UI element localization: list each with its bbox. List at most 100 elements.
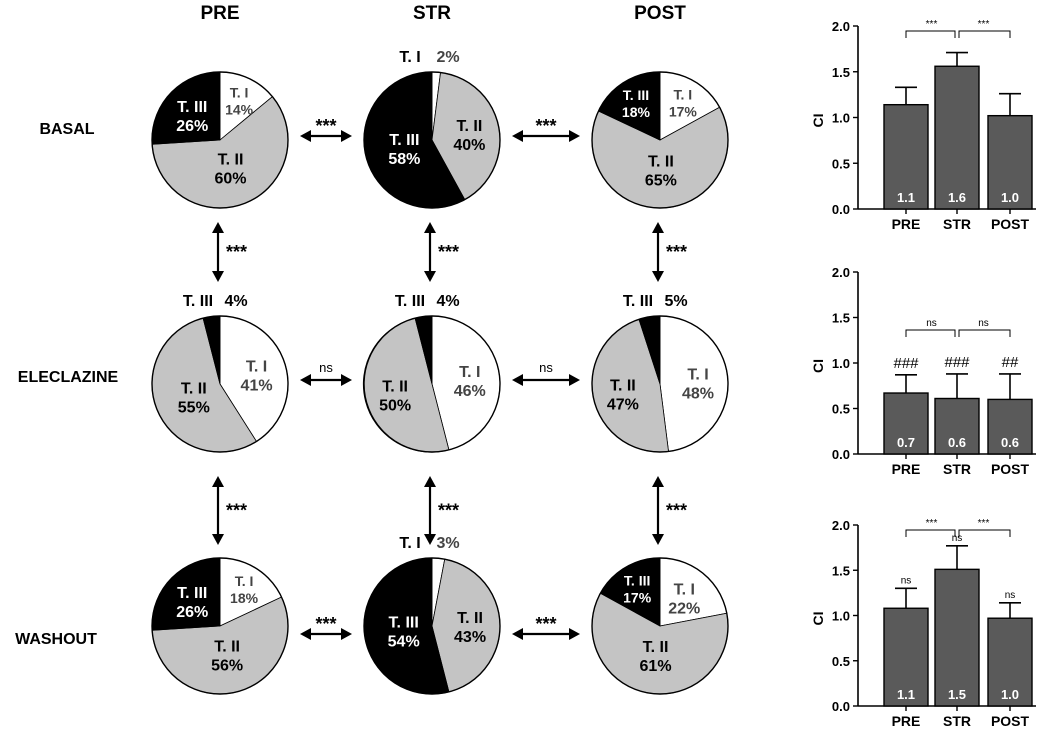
bar-str: [934, 568, 980, 707]
v-arrow-post-basal-eleclazine: ***: [652, 222, 687, 282]
v-arrow-pre-eleclazine-washout: ***: [212, 476, 247, 545]
bar-chart-basal: 0.0 0.5 1.0 1.5 2.0 CI 1.1 PRE 1.6 STR 1.0 POST *** *…: [810, 19, 1036, 232]
y-axis-label: CI: [810, 359, 826, 373]
h-arrow-basal-str-post: ***: [512, 116, 580, 142]
pie-basal-pre: T. I14% T. II 60% T. III 26%: [151, 71, 289, 209]
arrow-head-right: [569, 374, 580, 386]
pie-eleclazine-post: T. I 48% T. II 47% T. III 5%: [591, 293, 729, 453]
comparison-bracket-label: ns: [926, 318, 937, 329]
arrow-head-right: [341, 374, 352, 386]
h-arrow-eleclazine-pre-str: ns: [300, 360, 352, 386]
arrow-head-left: [512, 628, 523, 640]
arrow-head-right: [341, 130, 352, 142]
pie-label-type-iii-value: 58%: [388, 151, 420, 168]
above-bar-label: ns: [952, 533, 963, 544]
y-tick-label: 2.0: [832, 19, 850, 34]
bar-pre: [883, 607, 929, 707]
comparison-bracket: [905, 529, 956, 537]
x-tick-label: STR: [943, 461, 971, 477]
pie-label-type-iii-value: 18%: [622, 104, 651, 120]
v-arrow-str-basal-eleclazine: ***: [424, 222, 459, 282]
pie-label-type-ii-name: T. II: [457, 118, 483, 135]
pie-label-type-iii-name: T. III: [389, 615, 419, 632]
significance-label: ***: [535, 614, 556, 634]
bar-value-label: 1.1: [897, 687, 915, 702]
y-axis-label: CI: [810, 612, 826, 626]
arrow-head-left: [300, 374, 311, 386]
x-tick-label: STR: [943, 713, 971, 729]
comparison-bracket: [958, 329, 1011, 337]
bar-pre: [883, 392, 929, 455]
v-arrow-pre-basal-eleclazine: ***: [212, 222, 247, 282]
pie-label-type-ii-name: T. II: [214, 639, 240, 656]
x-tick-label: POST: [991, 713, 1030, 729]
bar-post: [987, 114, 1033, 210]
x-tick-label: PRE: [892, 713, 921, 729]
pie-label-type-i-name: T. I: [674, 582, 695, 599]
pie-label-type-ii-name: T. II: [382, 378, 408, 395]
y-tick-label: 0.5: [832, 402, 850, 417]
y-axis-label: CI: [810, 114, 826, 128]
pie-outline: [151, 557, 289, 695]
pie-label-type-ii-name: T. II: [648, 154, 674, 171]
pie-label-type-i-value: 3%: [436, 535, 459, 552]
pie-outline: [363, 71, 501, 209]
pie-label-type-iii-value: 26%: [176, 118, 208, 135]
comparison-bracket-label: ***: [978, 518, 990, 529]
column-header-post: POST: [634, 3, 686, 24]
x-tick-label: PRE: [892, 461, 921, 477]
pie-label-type-i-value: 17%: [669, 103, 698, 119]
arrow-head-left: [300, 628, 311, 640]
arrow-head-up: [212, 222, 224, 233]
arrow-head-up: [652, 476, 664, 487]
row-header-eleclazine: ELECLAZINE: [18, 369, 119, 386]
y-tick-label: 1.5: [832, 311, 850, 326]
bar-value-label: 1.6: [948, 190, 966, 205]
column-header-str: STR: [413, 3, 451, 24]
pie-outline: [151, 71, 289, 209]
pie-label-type-ii-value: 56%: [211, 658, 243, 675]
arrow-head-up: [212, 476, 224, 487]
y-tick-label: 1.5: [832, 563, 850, 578]
above-bar-label: ###: [893, 355, 919, 372]
v-arrow-str-eleclazine-washout: ***: [424, 476, 459, 545]
arrow-head-down: [424, 271, 436, 282]
pie-label-type-iii-name: T. III: [389, 132, 419, 149]
y-tick-label: 1.0: [832, 356, 850, 371]
pie-label-type-ii-value: 50%: [379, 397, 411, 414]
y-tick-label: 0.0: [832, 699, 850, 714]
pie-basal-str: T. I 2% T. II 40% T. III 58%: [363, 49, 501, 209]
pie-label-type-ii-value: 60%: [214, 171, 246, 188]
pie-label-type-i-name: T. I: [399, 49, 420, 66]
pie-label-type-ii-name: T. II: [457, 610, 483, 627]
significance-label: ns: [539, 360, 553, 375]
arrow-head-left: [300, 130, 311, 142]
column-header-pre: PRE: [200, 3, 239, 24]
pie-label-type-i-value: 48%: [682, 386, 714, 403]
pie-label-type-ii-value: 47%: [607, 396, 639, 413]
pie-label-type-i-name: T. I: [230, 84, 249, 100]
y-tick-label: 0.0: [832, 447, 850, 462]
comparison-bracket-label: ***: [926, 518, 938, 529]
arrow-head-left: [512, 374, 523, 386]
h-arrow-washout-str-post: ***: [512, 614, 580, 640]
bar-str: [934, 397, 980, 455]
above-bar-label: ###: [944, 354, 970, 371]
arrow-head-down: [652, 271, 664, 282]
y-tick-label: 0.5: [832, 654, 850, 669]
y-tick-label: 1.0: [832, 111, 850, 126]
pie-label-type-iii-name: T. III: [183, 293, 213, 310]
pie-label-type-ii-value: 61%: [640, 658, 672, 675]
above-bar-label: ns: [901, 575, 912, 586]
h-arrow-eleclazine-str-post: ns: [512, 360, 580, 386]
pie-outline: [363, 315, 501, 453]
row-header-washout: WASHOUT: [15, 631, 97, 648]
bar-post: [987, 617, 1033, 707]
pie-label-type-ii-value: 65%: [645, 173, 677, 190]
h-arrow-basal-pre-str: ***: [300, 116, 352, 142]
pie-eleclazine-pre: T. I 41% T. II 55% T. III 4%: [151, 293, 289, 453]
arrow-head-down: [424, 534, 436, 545]
significance-label: ***: [535, 116, 556, 136]
